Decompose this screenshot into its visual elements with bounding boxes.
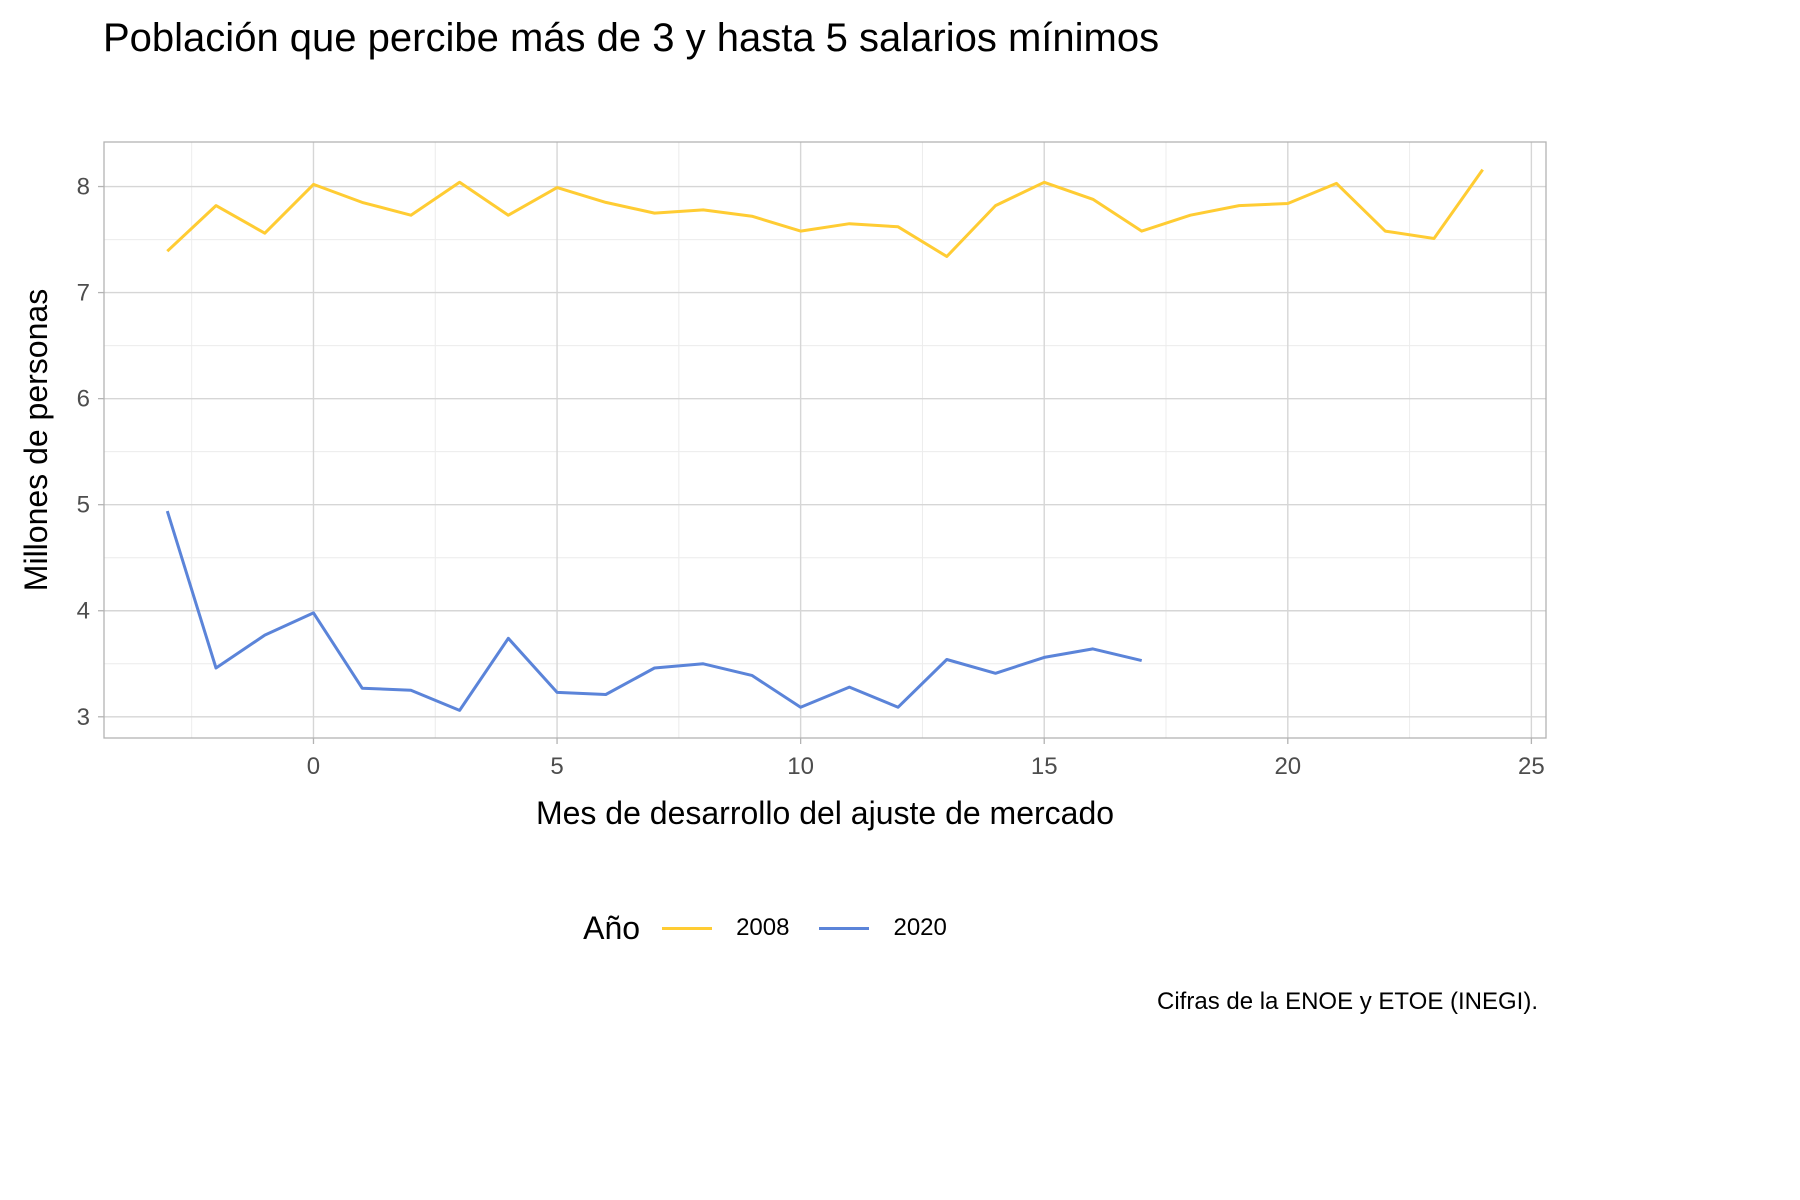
chart-title: Población que percibe más de 3 y hasta 5… bbox=[103, 16, 1160, 60]
y-tick-label: 6 bbox=[77, 386, 90, 413]
series-line-2020 bbox=[165, 510, 1143, 712]
line-chart: 0 5 10 15 20 25 3 4 5 6 7 8 Mes de desarrollo del a… bbox=[18, 141, 1547, 831]
legend-label-2008: 2008 bbox=[736, 914, 790, 941]
legend-title: Año bbox=[583, 909, 641, 946]
series-lines bbox=[165, 168, 1484, 712]
y-tick-label: 7 bbox=[77, 280, 90, 307]
legend-label-2020: 2020 bbox=[893, 914, 947, 941]
y-tick-label: 3 bbox=[77, 704, 90, 731]
y-tick-label: 4 bbox=[77, 598, 90, 625]
legend-item-2008: 2008 bbox=[662, 914, 789, 942]
x-tick-label: 25 bbox=[1518, 753, 1545, 780]
plot-panel-border bbox=[103, 141, 1547, 739]
axis-ticks: 0 5 10 15 20 25 3 4 5 6 7 8 bbox=[77, 174, 1545, 780]
x-tick-label: 10 bbox=[787, 753, 814, 780]
y-axis-title: Millones de personas bbox=[18, 289, 54, 591]
series-line-2008 bbox=[166, 168, 1484, 258]
chart-caption: Cifras de la ENOE y ETOE (INEGI). bbox=[1157, 988, 1538, 1015]
x-tick-label: 0 bbox=[307, 753, 320, 780]
legend-swatch-2020 bbox=[819, 926, 870, 930]
x-tick-label: 5 bbox=[550, 753, 563, 780]
x-axis-title: Mes de desarrollo del ajuste de mercado bbox=[536, 795, 1114, 831]
legend-swatch-2008 bbox=[662, 926, 713, 930]
y-tick-label: 8 bbox=[77, 174, 90, 201]
legend-item-2020: 2020 bbox=[819, 914, 947, 942]
legend: Año 2008 2020 bbox=[0, 900, 1560, 956]
y-tick-label: 5 bbox=[77, 492, 90, 519]
x-tick-label: 20 bbox=[1274, 753, 1301, 780]
grid-lines bbox=[104, 142, 1546, 738]
x-tick-label: 15 bbox=[1031, 753, 1058, 780]
